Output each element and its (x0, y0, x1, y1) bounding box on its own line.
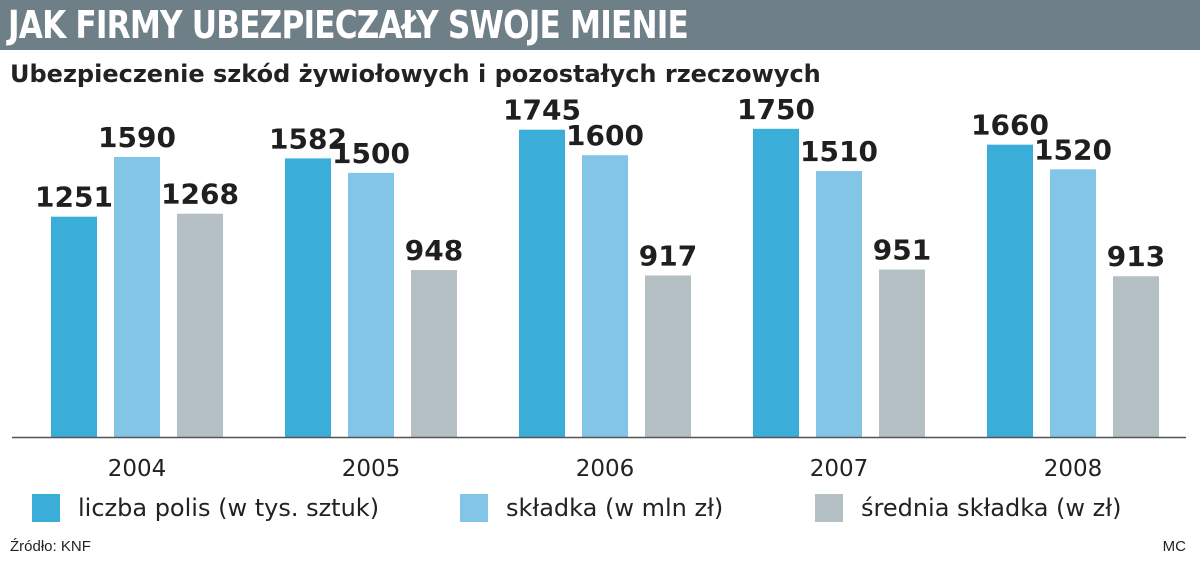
bar-label-2006-series-2: 1600 (566, 119, 644, 152)
bar-label-2007-series-2: 1510 (800, 135, 878, 168)
bar-2007-series-1 (753, 128, 799, 438)
bar-2004-series-3 (177, 213, 223, 437)
legend-item-srednia-skladka: średnia składka (w zł) (815, 490, 1121, 526)
header-bar: JAK FIRMY UBEZPIECZAŁY SWOJE MIENIE (0, 0, 1200, 50)
x-tick-label-2004: 2004 (108, 456, 167, 482)
bar-2004-series-1 (51, 216, 97, 437)
legend-label-srednia-skladka: średnia składka (w zł) (861, 494, 1122, 522)
bar-label-2007-series-1: 1750 (737, 93, 815, 126)
bar-label-2006-series-3: 917 (639, 240, 697, 273)
bar-2005-series-1 (285, 158, 331, 438)
bar-2007-series-3 (879, 269, 925, 437)
x-tick-label-2007: 2007 (810, 456, 869, 482)
legend-swatch-skladka (460, 494, 488, 522)
bar-label-2006-series-1: 1745 (503, 94, 581, 127)
legend-swatch-liczba-polis (32, 494, 60, 522)
bar-2006-series-2 (582, 155, 628, 437)
bar-label-2008-series-1: 1660 (971, 109, 1049, 142)
bar-2008-series-1 (987, 144, 1033, 437)
bar-2008-series-3 (1113, 276, 1159, 437)
bar-label-2004-series-1: 1251 (35, 181, 113, 214)
legend: liczba polis (w tys. sztuk) składka (w m… (0, 490, 1200, 526)
legend-swatch-srednia-skladka (815, 494, 843, 522)
bar-label-2007-series-3: 951 (873, 234, 931, 267)
bar-2005-series-2 (348, 172, 394, 438)
x-tick-label-2005: 2005 (342, 456, 401, 482)
bar-2008-series-2 (1050, 169, 1096, 438)
legend-item-liczba-polis: liczba polis (w tys. sztuk) (32, 490, 379, 526)
source-note: Źródło: KNF (10, 538, 91, 555)
legend-item-skladka: składka (w mln zł) (460, 490, 723, 526)
bar-2005-series-3 (411, 270, 457, 437)
bar-label-2004-series-3: 1268 (161, 178, 239, 211)
bar-label-2004-series-2: 1590 (98, 121, 176, 154)
bar-label-2008-series-2: 1520 (1034, 133, 1112, 166)
author-credit: MC (1162, 538, 1186, 555)
bar-2007-series-2 (816, 171, 862, 438)
legend-label-liczba-polis: liczba polis (w tys. sztuk) (78, 494, 380, 522)
chart-title: Ubezpieczenie szkód żywiołowych i pozost… (10, 60, 821, 88)
bar-2006-series-1 (519, 129, 565, 438)
bar-label-2005-series-3: 948 (405, 234, 463, 267)
bar-label-2005-series-2: 1500 (332, 137, 410, 170)
legend-label-skladka: składka (w mln zł) (506, 494, 724, 522)
x-tick-label-2008: 2008 (1044, 456, 1103, 482)
bar-label-2005-series-1: 1582 (269, 122, 347, 155)
bar-2006-series-3 (645, 275, 691, 437)
bar-label-2008-series-3: 913 (1107, 240, 1165, 273)
x-tick-label-2006: 2006 (576, 456, 635, 482)
chart-headline: JAK FIRMY UBEZPIECZAŁY SWOJE MIENIE (8, 3, 689, 47)
bar-2004-series-2 (114, 156, 160, 437)
